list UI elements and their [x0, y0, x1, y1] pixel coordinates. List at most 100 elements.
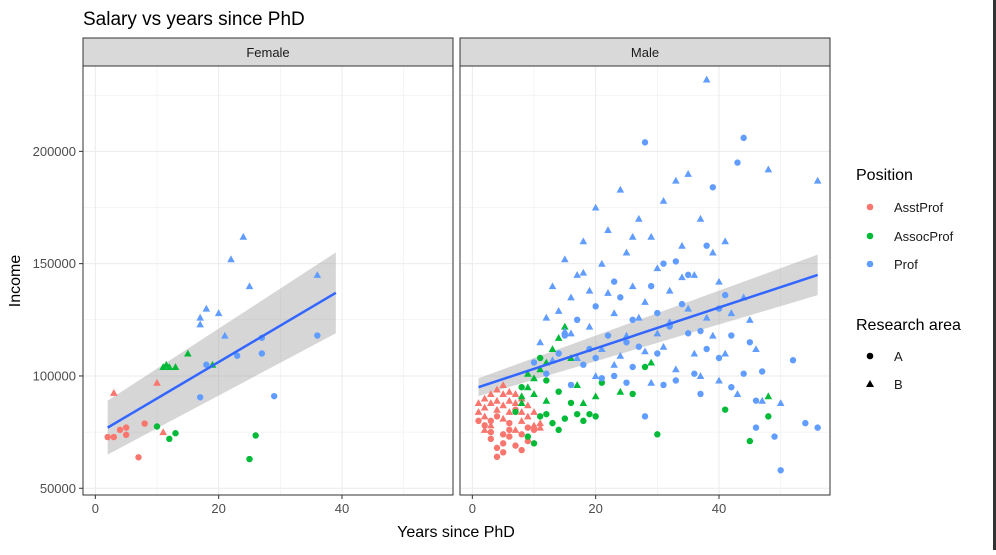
data-point [524, 437, 532, 445]
data-point [524, 383, 532, 391]
data-point [580, 361, 587, 368]
data-point [641, 298, 649, 305]
data-point [567, 399, 575, 407]
data-point [517, 417, 526, 424]
data-point [715, 277, 723, 285]
data-point [598, 345, 606, 353]
data-point [598, 379, 606, 386]
data-point [758, 368, 766, 375]
data-point [703, 345, 710, 353]
data-point [591, 372, 600, 379]
points-male [474, 75, 822, 474]
data-point [475, 417, 482, 425]
data-point [505, 408, 514, 415]
data-point [641, 413, 649, 420]
data-point [654, 431, 661, 438]
data-point [530, 359, 538, 366]
data-point [493, 444, 501, 452]
legend-title-position: Position [856, 167, 913, 184]
data-point [499, 449, 507, 456]
grid-female [83, 66, 453, 495]
data-point [734, 159, 741, 166]
data-point [159, 428, 167, 436]
facet-label-female: Female [246, 45, 289, 60]
data-point [709, 331, 717, 339]
data-point [165, 363, 174, 371]
data-point [684, 330, 692, 337]
data-point [678, 273, 686, 281]
data-point [239, 232, 248, 240]
data-point [517, 408, 526, 415]
data-point [487, 390, 495, 397]
x-tick-label: 0 [469, 501, 476, 516]
data-point [499, 440, 507, 447]
data-point [752, 345, 760, 353]
legend-label-area-b: B [894, 377, 903, 392]
data-point [653, 264, 662, 272]
data-point [511, 390, 520, 397]
data-point [530, 408, 538, 415]
data-point [536, 354, 544, 362]
data-point [487, 417, 495, 425]
facet-strip-male [459, 37, 831, 67]
data-point [629, 363, 636, 371]
data-point [511, 399, 520, 406]
legend-label-assocprof: AssocProf [894, 229, 954, 244]
data-point [499, 381, 507, 388]
data-point [660, 381, 667, 389]
data-point [579, 399, 588, 406]
data-point [196, 320, 204, 328]
data-point [813, 176, 822, 184]
data-point [536, 413, 544, 420]
data-point [548, 345, 557, 353]
data-point [196, 313, 204, 321]
data-point [696, 372, 705, 379]
data-point [629, 316, 636, 324]
legend-key-asstprof [866, 203, 874, 211]
data-point [653, 329, 662, 337]
legend: Position AsstProf AssocProf Prof Researc… [856, 167, 961, 392]
data-point [641, 139, 649, 146]
data-point [196, 394, 204, 401]
data-point [499, 414, 507, 422]
y-tick-label: 150000 [33, 256, 76, 271]
data-point [721, 349, 729, 357]
points-female [104, 232, 337, 463]
data-point [480, 426, 489, 433]
legend-key-assocprof [866, 232, 874, 240]
data-point [654, 350, 661, 357]
data-point [573, 316, 581, 324]
legend-label-prof: Prof [894, 257, 918, 272]
data-point [493, 405, 501, 413]
data-point [702, 313, 711, 321]
data-point [116, 426, 124, 434]
data-point [517, 399, 526, 406]
data-point [246, 455, 253, 463]
data-point [647, 282, 655, 290]
x-tick-label: 40 [335, 501, 349, 516]
data-point [555, 426, 562, 434]
data-point [592, 354, 599, 362]
data-point [617, 294, 624, 301]
data-point [506, 419, 513, 427]
data-point [623, 339, 630, 346]
x-tick-label: 20 [211, 501, 225, 516]
data-point [733, 390, 742, 397]
data-point [542, 396, 551, 404]
trend-band-male [478, 254, 818, 397]
data-point [536, 423, 544, 431]
data-point [579, 268, 588, 276]
data-point [764, 165, 773, 173]
data-point [153, 423, 161, 430]
data-point [592, 303, 599, 310]
data-point [771, 433, 778, 440]
data-point [203, 361, 210, 368]
data-point [746, 437, 754, 445]
data-point [548, 282, 557, 290]
data-point [202, 304, 211, 312]
data-point [641, 363, 649, 371]
data-point [647, 378, 655, 386]
data-point [487, 399, 495, 406]
data-point [561, 322, 569, 330]
data-point [561, 415, 569, 422]
